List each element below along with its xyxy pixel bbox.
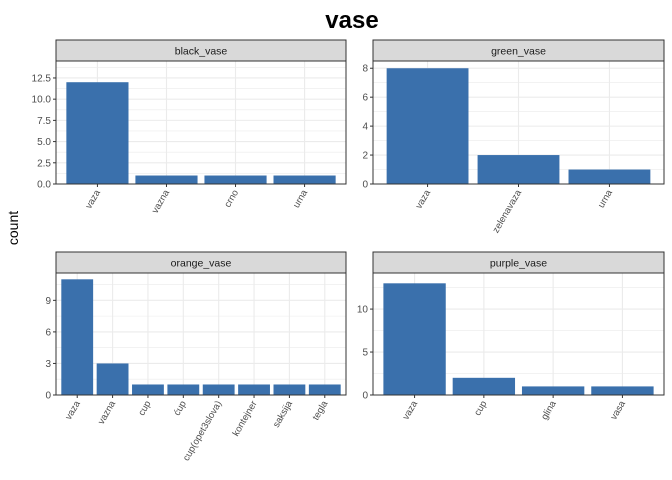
x-tick-label: vasa (608, 398, 628, 421)
bar-zelenavaza (477, 155, 560, 184)
facet-strip-label: green_vase (491, 46, 546, 58)
bar-vazna (96, 363, 129, 395)
x-tick-label: ćup (172, 399, 189, 418)
bar-cup (452, 377, 516, 395)
x-tick-label: cup (472, 399, 489, 418)
y-tick-label: 0 (45, 391, 51, 402)
panel-green-vase: green_vase 0 2 4 6 8 vaza zelenavaza urna (362, 39, 665, 235)
panel-black-vase: black_vase 0.0 2.5 5.0 7.5 10.0 12.5 vaza vazna c… (32, 39, 347, 215)
y-tick-label: 2 (362, 151, 368, 162)
y-tick-label: 6 (362, 93, 368, 104)
x-tick-label: crno (222, 188, 241, 210)
y-tick-label: 10.0 (32, 95, 52, 106)
bar-vaza (66, 82, 129, 184)
x-tick-label: zelenavaza (491, 187, 525, 235)
x-tick-label: tegla (311, 398, 331, 422)
panel-border (55, 272, 347, 396)
bar-vasa (591, 386, 654, 395)
bar-saksija (273, 384, 306, 395)
x-tick-label: glina (539, 398, 559, 422)
panel-border (55, 60, 347, 185)
bar-ćup (167, 384, 200, 395)
y-tick-label: 4 (362, 122, 368, 133)
y-tick-label: 5 (362, 348, 368, 359)
bar-urna (273, 175, 336, 184)
bar-crno (204, 175, 267, 184)
x-tick-label: vazna (150, 187, 173, 215)
chart-title: vase (325, 7, 378, 34)
x-tick-label: vaza (83, 187, 103, 210)
y-tick-label: 0 (362, 180, 368, 191)
y-tick-label: 12.5 (32, 73, 52, 84)
y-axis-label: count (5, 211, 21, 245)
bar-vazna (135, 175, 198, 184)
panel-orange-vase: orange_vase 0 3 6 9 vaza vazna cup ćupcup(opet3s… (45, 251, 347, 463)
bar-urna (568, 169, 651, 184)
x-tick-label: vazna (96, 398, 119, 426)
x-tick-label: cup (136, 399, 153, 418)
x-tick-label: saksija (271, 398, 295, 429)
y-tick-label: 7.5 (37, 116, 51, 127)
y-tick-label: 5.0 (37, 137, 51, 148)
bar-vaza (386, 68, 469, 184)
y-tick-label: 2.5 (37, 158, 51, 169)
y-tick-label: 0 (362, 391, 368, 402)
x-tick-label: vaza (401, 398, 421, 421)
y-tick-label: 6 (45, 327, 51, 338)
x-tick-label: vaza (414, 187, 434, 210)
panel-border (372, 272, 665, 396)
panel-purple-vase: purple_vase 0 5 10 vaza cup glina vasa (357, 251, 665, 422)
y-tick-label: 0.0 (37, 180, 51, 191)
bar-kontejner (238, 384, 270, 395)
x-tick-label: urna (596, 187, 615, 210)
bar-glina (521, 386, 585, 395)
bar-cup (132, 384, 164, 395)
x-tick-label: kontejner (231, 399, 260, 438)
y-tick-label: 8 (362, 64, 368, 75)
x-tick-label: vaza (63, 398, 83, 421)
y-tick-label: 9 (45, 296, 51, 307)
y-tick-label: 3 (45, 359, 51, 370)
facet-strip-label: purple_vase (490, 258, 547, 270)
y-tick-label: 10 (357, 305, 369, 316)
bar-tegla (308, 384, 341, 395)
bar-vaza (383, 283, 446, 395)
x-tick-label: cup(opet3slova) (181, 399, 224, 463)
facet-strip-label: orange_vase (171, 258, 232, 270)
facet-strip-label: black_vase (175, 46, 228, 58)
x-tick-label: urna (291, 187, 310, 210)
bar-vaza (61, 279, 94, 395)
bar-cup(opet3slova) (202, 384, 235, 395)
